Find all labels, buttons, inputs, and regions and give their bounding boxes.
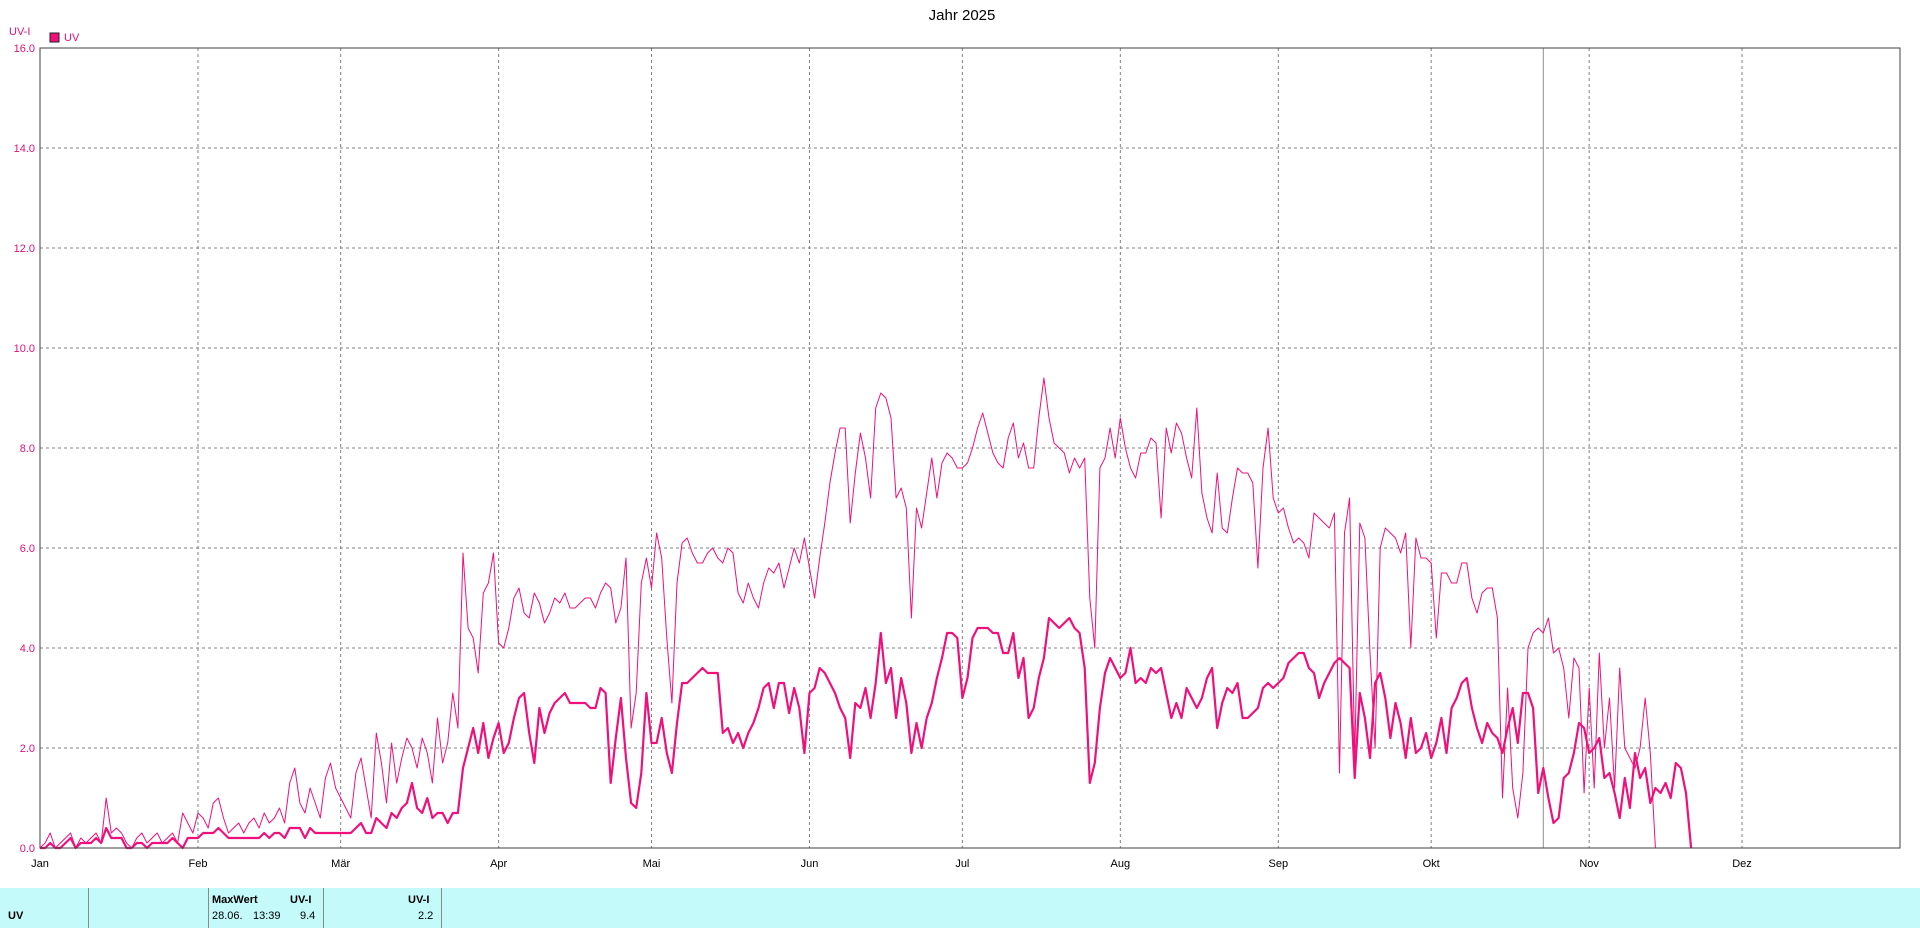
chart-title: Jahr 2025 xyxy=(929,7,996,24)
table-divider xyxy=(208,888,209,928)
current-unit: UV-I xyxy=(408,894,430,906)
table-divider xyxy=(88,888,89,928)
y-tick-label: 4.0 xyxy=(20,643,35,655)
x-tick-label: Jul xyxy=(955,858,969,870)
current-value: 2.2 xyxy=(418,910,434,922)
x-tick-label: Sep xyxy=(1269,858,1289,870)
series-line-max xyxy=(39,377,1656,849)
x-tick-label: Okt xyxy=(1423,858,1440,870)
chart: 0.0 2.0 4.0 6.0 8.0 10.0 12.0 14.0 16.0 Jan Feb Mär… xyxy=(9,7,1901,870)
x-tick-label: Jun xyxy=(801,858,819,870)
y-tick-label: 0.0 xyxy=(20,843,35,855)
legend-label: UV xyxy=(64,32,80,44)
y-tick-label: 2.0 xyxy=(20,743,35,755)
x-tick-label: Jan xyxy=(31,858,49,870)
y-tick-label: 6.0 xyxy=(20,543,35,555)
y-tick-label: 12.0 xyxy=(14,243,35,255)
legend-swatch xyxy=(49,32,60,43)
x-tick-label: Aug xyxy=(1111,858,1131,870)
maxwert-unit: UV-I xyxy=(290,894,312,906)
y-tick-label: 8.0 xyxy=(20,443,35,455)
x-tick-label: Apr xyxy=(490,858,507,870)
x-tick-label: Mai xyxy=(643,858,661,870)
series-line-avg xyxy=(40,616,1693,850)
table-divider xyxy=(441,888,442,928)
y-tick-label: 10.0 xyxy=(14,343,35,355)
x-tick-label: Feb xyxy=(188,858,207,870)
maxwert-time: 13:39 xyxy=(253,910,281,922)
series-group xyxy=(39,377,1693,850)
y-tick-label: 14.0 xyxy=(14,143,35,155)
table-divider xyxy=(323,888,324,928)
axis-labels: 0.0 2.0 4.0 6.0 8.0 10.0 12.0 14.0 16.0 Jan Feb Mär… xyxy=(14,43,1752,870)
plot-border xyxy=(39,47,1901,849)
maxwert-header: MaxWert xyxy=(212,894,258,906)
y-axis-label: UV-I xyxy=(9,26,30,38)
x-tick-label: Nov xyxy=(1579,858,1599,870)
grid-lines xyxy=(40,48,1900,848)
summary-table: UV MaxWert UV-I 28.06. 13:39 9.4 UV-I 2.… xyxy=(0,888,1920,928)
x-tick-label: Dez xyxy=(1732,858,1752,870)
plot-frame xyxy=(39,47,1901,849)
y-tick-label: 16.0 xyxy=(14,43,35,55)
x-tick-label: Mär xyxy=(331,858,350,870)
maxwert-value: 9.4 xyxy=(300,910,316,922)
maxwert-date: 28.06. xyxy=(212,910,243,922)
row-label: UV xyxy=(8,910,24,922)
